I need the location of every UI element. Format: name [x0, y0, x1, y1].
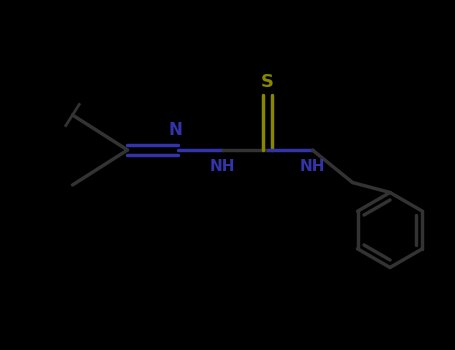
Text: N: N [168, 121, 182, 139]
Text: NH: NH [210, 159, 235, 174]
Text: NH: NH [300, 159, 325, 174]
Text: S: S [261, 73, 274, 91]
